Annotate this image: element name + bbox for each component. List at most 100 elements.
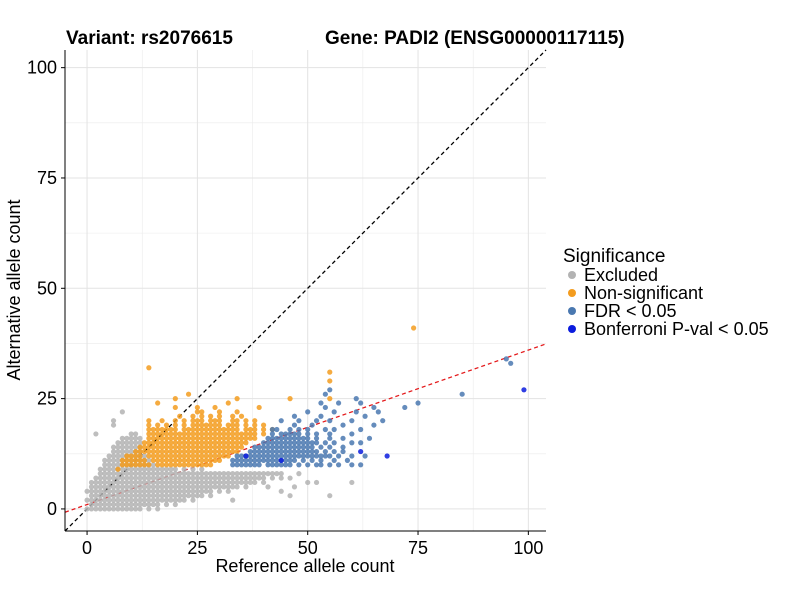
point-non-significant — [150, 453, 156, 459]
point-excluded — [208, 479, 214, 486]
point-non-significant — [216, 444, 223, 450]
y-tick-label: 25 — [37, 389, 57, 409]
point-excluded — [163, 484, 170, 490]
point-excluded — [128, 501, 134, 508]
point-fdr-0-05 — [274, 453, 280, 459]
point-excluded — [221, 471, 227, 477]
point-fdr-0-05 — [335, 462, 342, 468]
point-excluded — [190, 475, 196, 481]
point-excluded — [234, 471, 240, 477]
point-fdr-0-05 — [305, 462, 311, 468]
point-excluded — [203, 484, 209, 490]
point-excluded — [133, 506, 139, 512]
point-non-significant — [185, 457, 192, 463]
point-excluded — [216, 471, 223, 477]
point-fdr-0-05 — [353, 396, 359, 402]
point-excluded — [124, 448, 130, 455]
point-non-significant — [234, 435, 240, 441]
point-non-significant — [234, 448, 240, 455]
point-non-significant — [225, 448, 231, 455]
point-non-significant — [221, 435, 227, 441]
point-fdr-0-05 — [313, 435, 320, 441]
point-excluded — [97, 475, 103, 481]
point-excluded — [124, 466, 130, 472]
point-fdr-0-05 — [278, 444, 284, 450]
point-excluded — [115, 440, 121, 446]
point-non-significant — [190, 448, 196, 455]
point-excluded — [155, 506, 161, 512]
point-excluded — [238, 471, 245, 477]
legend-title: Significance — [563, 246, 665, 267]
point-excluded — [260, 471, 267, 477]
point-non-significant — [181, 457, 187, 463]
point-fdr-0-05 — [269, 462, 276, 468]
point-excluded — [128, 479, 134, 486]
point-fdr-0-05 — [300, 444, 306, 450]
point-non-significant — [181, 431, 187, 437]
point-excluded — [110, 457, 117, 463]
point-fdr-0-05 — [287, 435, 293, 441]
point-excluded — [177, 471, 183, 477]
point-non-significant — [194, 426, 200, 433]
point-excluded — [128, 493, 134, 499]
point-excluded — [141, 493, 148, 499]
point-excluded — [119, 466, 125, 472]
point-non-significant — [128, 453, 134, 459]
point-non-significant — [119, 462, 125, 468]
point-non-significant — [168, 426, 174, 433]
point-non-significant — [155, 457, 161, 463]
point-non-significant — [221, 440, 227, 446]
point-excluded — [230, 497, 236, 503]
point-excluded — [225, 479, 231, 486]
point-excluded — [106, 466, 112, 472]
legend-swatch — [568, 307, 576, 315]
point-fdr-0-05 — [503, 356, 509, 362]
point-excluded — [124, 501, 130, 508]
point-excluded — [155, 471, 161, 477]
point-non-significant — [172, 431, 178, 437]
point-fdr-0-05 — [300, 453, 306, 459]
point-fdr-0-05 — [234, 453, 240, 459]
point-excluded — [93, 493, 99, 499]
point-fdr-0-05 — [269, 435, 276, 441]
point-non-significant — [194, 457, 200, 463]
point-non-significant — [168, 448, 174, 455]
point-non-significant — [216, 431, 223, 437]
point-fdr-0-05 — [265, 448, 271, 455]
point-non-significant — [203, 426, 209, 433]
point-excluded — [102, 457, 108, 463]
point-non-significant — [177, 448, 183, 455]
point-fdr-0-05 — [358, 400, 364, 406]
point-excluded — [256, 475, 262, 481]
point-non-significant — [168, 462, 174, 468]
point-excluded — [172, 497, 178, 503]
point-excluded — [119, 448, 125, 455]
point-excluded — [221, 479, 227, 486]
point-non-significant — [163, 462, 170, 468]
point-excluded — [243, 484, 249, 490]
point-non-significant — [199, 413, 205, 419]
point-non-significant — [212, 422, 218, 428]
point-fdr-0-05 — [300, 457, 306, 463]
point-excluded — [177, 475, 183, 481]
point-excluded — [133, 484, 139, 490]
point-non-significant — [181, 435, 187, 441]
point-excluded — [119, 493, 125, 499]
point-non-significant — [190, 413, 196, 419]
point-excluded — [155, 479, 161, 486]
point-excluded — [110, 479, 117, 486]
point-non-significant — [155, 462, 161, 468]
point-non-significant — [172, 462, 178, 468]
point-fdr-0-05 — [362, 453, 368, 459]
point-non-significant — [243, 426, 249, 433]
point-excluded — [260, 475, 267, 481]
point-fdr-0-05 — [291, 457, 298, 463]
point-excluded — [208, 484, 214, 490]
point-excluded — [97, 506, 103, 512]
point-non-significant — [137, 453, 143, 459]
point-non-significant — [221, 431, 227, 437]
point-excluded — [216, 479, 223, 486]
point-fdr-0-05 — [274, 426, 280, 433]
point-fdr-0-05 — [305, 448, 311, 455]
